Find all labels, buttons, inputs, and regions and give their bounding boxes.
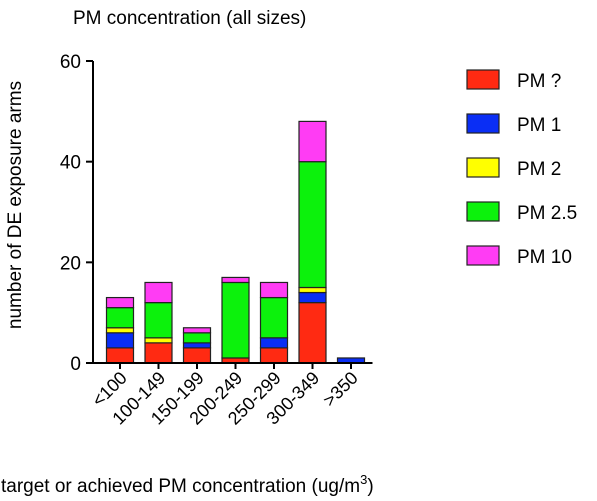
- legend-swatch: [466, 157, 500, 178]
- bar-segment: [144, 302, 173, 339]
- bar-segment: [182, 327, 212, 334]
- bar-segment: [182, 342, 212, 349]
- chart-title: PM concentration (all sizes): [73, 8, 306, 29]
- bar-segment: [298, 120, 327, 163]
- y-axis-title: number of DE exposure arms: [5, 81, 26, 329]
- legend-label: PM ?: [517, 71, 561, 92]
- legend-label: PM 1: [517, 115, 561, 136]
- bar-segment: [144, 281, 173, 304]
- bar-segment: [298, 291, 327, 304]
- bar-segment: [298, 286, 327, 294]
- y-tick-label: 0: [70, 354, 81, 375]
- bar-segment: [105, 327, 135, 334]
- y-tick-label: 40: [60, 153, 81, 174]
- legend-label: PM 10: [517, 247, 572, 268]
- bar-segment: [221, 281, 250, 359]
- legend-swatch: [466, 245, 500, 266]
- legend-label: PM 2: [517, 159, 561, 180]
- bar-segment: [105, 296, 135, 309]
- legend-swatch: [466, 69, 500, 90]
- bar-segment: [182, 332, 212, 344]
- legend: PM ? PM 1 PM 2 PM 2.5 PM 10: [466, 69, 577, 268]
- y-tick-label: 20: [60, 253, 81, 274]
- y-tick-label: 60: [60, 52, 81, 73]
- x-axis-title: target or achieved PM concentration (ug/…: [1, 472, 374, 497]
- bar-segment: [259, 337, 289, 349]
- x-axis-title-superscript: 3: [360, 472, 367, 487]
- legend-swatch: [466, 201, 500, 222]
- bar-segment: [298, 302, 327, 364]
- bar-segment: [221, 276, 250, 284]
- bar-segment: [259, 281, 289, 299]
- plot-area: <100100-149150-199200-249250-299300-349>…: [60, 52, 373, 429]
- bar-segment: [144, 337, 173, 344]
- bar-segment: [298, 161, 327, 289]
- bar-segment: [105, 332, 135, 349]
- x-axis-title-text: target or achieved PM concentration (ug/…: [1, 476, 360, 497]
- bar-segment: [182, 347, 212, 364]
- bar-segment: [105, 307, 135, 329]
- bar-segment: [105, 347, 135, 364]
- legend-swatch: [466, 113, 500, 134]
- x-tick-label: >350: [319, 368, 362, 411]
- bar-segment: [259, 347, 289, 364]
- x-axis-title-close: ): [367, 476, 373, 497]
- bar-segment: [144, 342, 173, 364]
- bar-segment: [259, 296, 289, 339]
- legend-label: PM 2.5: [517, 203, 577, 224]
